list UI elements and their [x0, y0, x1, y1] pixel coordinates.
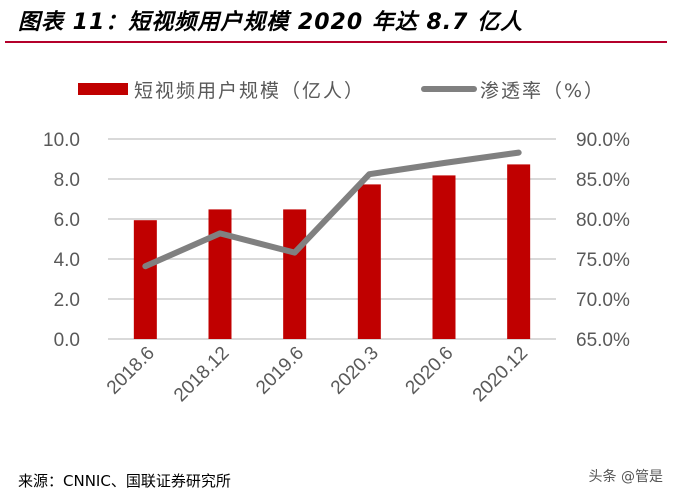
- x-tick-label: 2020.3: [327, 343, 383, 399]
- x-tick-label: 2020.12: [469, 343, 532, 406]
- source-note: 来源：CNNIC、国联证券研究所: [18, 472, 231, 490]
- title-divider: [5, 41, 667, 43]
- figure-title: 图表 11：短视频用户规模 2020 年达 8.7 亿人: [18, 10, 524, 35]
- left-tick-label: 0.0: [54, 330, 80, 351]
- left-tick-label: 6.0: [54, 210, 80, 231]
- left-tick-label: 4.0: [54, 250, 80, 271]
- x-tick-label: 2020.6: [402, 343, 458, 399]
- watermark: 头条 @管是: [588, 469, 663, 485]
- right-tick-label: 65.0%: [576, 330, 630, 351]
- right-tick-label: 70.0%: [576, 290, 630, 311]
- left-tick-label: 2.0: [54, 290, 80, 311]
- penetration-line: [142, 149, 522, 270]
- legend-bar-label: 短视频用户规模（亿人）: [134, 80, 365, 102]
- right-tick-label: 90.0%: [576, 130, 630, 151]
- left-tick-label: 10.0: [43, 130, 80, 151]
- x-tick-label: 2018.6: [103, 343, 159, 399]
- right-tick-label: 80.0%: [576, 210, 630, 231]
- chart: 0.0 2.0 4.0 6.0 8.0 10.0 65.0% 70.0% 75.0% 80.0% 8…: [43, 80, 630, 406]
- bar: [283, 209, 307, 339]
- bar: [133, 220, 157, 339]
- bar: [357, 184, 381, 339]
- right-tick-label: 75.0%: [576, 250, 630, 271]
- x-tick-label: 2019.6: [252, 343, 308, 399]
- bar: [507, 164, 531, 339]
- left-tick-label: 8.0: [54, 170, 80, 191]
- legend-line-label: 渗透率（%）: [480, 80, 605, 102]
- right-tick-label: 85.0%: [576, 170, 630, 191]
- bar: [432, 175, 456, 339]
- x-tick-label: 2018.12: [170, 343, 233, 406]
- bar: [208, 209, 232, 339]
- legend-bar-swatch: [78, 83, 128, 95]
